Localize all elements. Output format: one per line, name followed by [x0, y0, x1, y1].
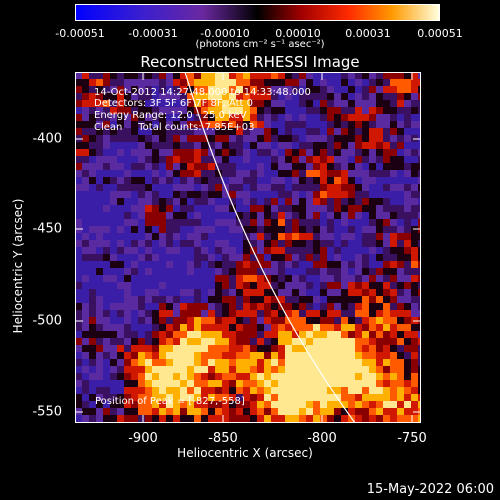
y-tick-label: -500 [32, 313, 62, 329]
colorbar-tick: -0.00031 [128, 27, 178, 40]
y-tick-label: -550 [32, 404, 62, 420]
colorbar-tick: 0.00010 [275, 27, 321, 40]
y-axis-label: Heliocentric Y (arcsec) [11, 198, 25, 334]
plot-title: Reconstructed RHESSI Image [140, 53, 360, 71]
x-tick-label: -800 [307, 431, 337, 446]
solar-limb [184, 72, 356, 423]
colorbar-tick: 0.00031 [345, 27, 391, 40]
x-tick-label: -750 [397, 431, 427, 446]
colorbar [75, 4, 440, 21]
energy-range: Energy Range: 12.0 - 25.0 keV [94, 110, 247, 121]
colorbar-tick: -0.00051 [55, 27, 105, 40]
plot-frame [75, 72, 421, 423]
image-pixels [75, 72, 421, 423]
x-tick-label: -900 [128, 431, 158, 446]
colorbar-tick: 0.00051 [417, 27, 463, 40]
time-range: 14-Oct-2012 14:27:48.000 to 14:33:48.000 [94, 87, 311, 98]
axis-ticks [75, 72, 421, 423]
footer-date: 15-May-2022 06:00 [366, 482, 494, 497]
colorbar-tick: -0.00010 [200, 27, 250, 40]
peak-position: Position of Peak = [-827,-558] [95, 396, 245, 407]
x-tick-label: -850 [208, 431, 238, 446]
y-tick-label: -450 [32, 221, 62, 237]
hxr-image [75, 72, 421, 423]
x-axis-label: Heliocentric X (arcsec) [177, 446, 313, 460]
y-tick-label: -400 [32, 131, 62, 147]
detectors-info: Detectors: 3F 5F 6F 7F 8F, Att 0 [94, 98, 254, 109]
colorbar-units: (photons cm⁻² s⁻¹ asec⁻²) [195, 39, 325, 50]
method-counts: Clean Total counts: 7.85E+03 [94, 122, 255, 133]
